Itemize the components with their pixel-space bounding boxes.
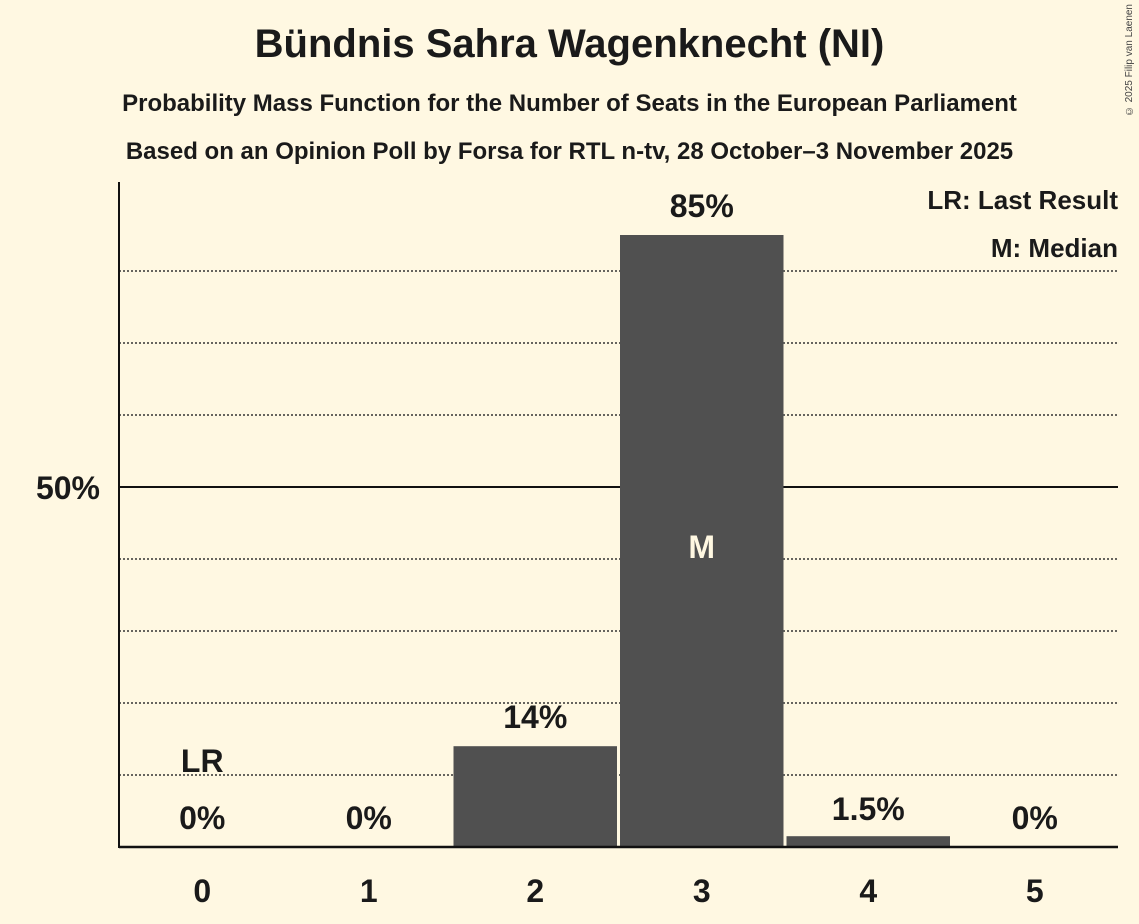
value-label: 1.5%: [832, 791, 905, 827]
value-label: 0%: [1012, 800, 1058, 836]
y-tick-label: 50%: [36, 470, 100, 506]
bar-2: [453, 746, 617, 847]
x-tick-label: 1: [360, 873, 378, 909]
x-tick-label: 3: [693, 873, 711, 909]
bar-4: [786, 836, 950, 847]
value-label: 0%: [346, 800, 392, 836]
median-marker: M: [688, 529, 715, 565]
last-result-marker: LR: [181, 743, 224, 779]
x-tick-label: 0: [193, 873, 211, 909]
bar-3: [620, 235, 784, 847]
value-label: 0%: [179, 800, 225, 836]
x-tick-label: 4: [859, 873, 877, 909]
x-tick-label: 5: [1026, 873, 1044, 909]
value-label: 85%: [670, 188, 734, 224]
x-tick-label: 2: [526, 873, 544, 909]
legend-median: M: Median: [991, 233, 1118, 263]
chart-source: Based on an Opinion Poll by Forsa for RT…: [125, 138, 1014, 165]
chart-subtitle: Probability Mass Function for the Number…: [122, 90, 1017, 117]
chart-title: Bündnis Sahra Wagenknecht (NI): [254, 22, 885, 66]
value-label: 14%: [503, 699, 567, 735]
legend-last-result: LR: Last Result: [927, 185, 1118, 215]
